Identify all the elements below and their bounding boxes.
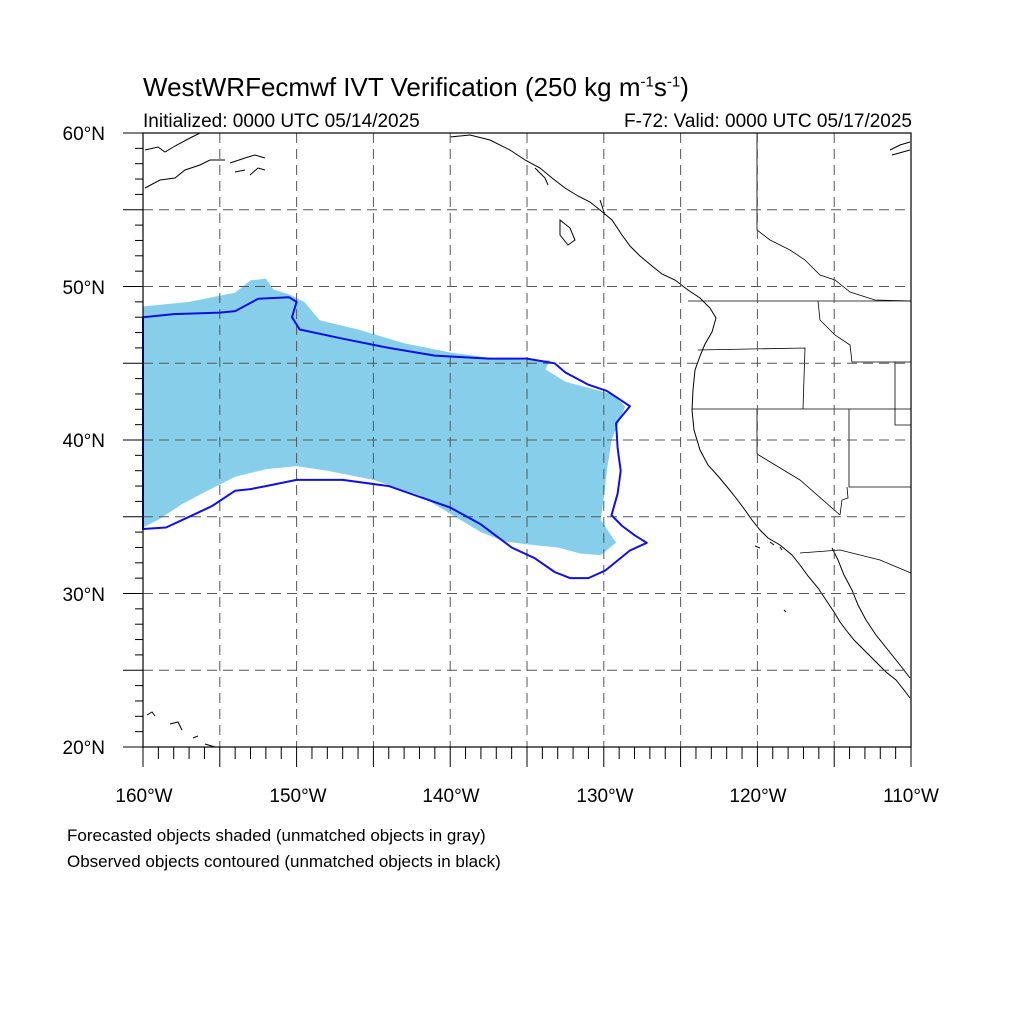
title-exp-1: -1	[640, 73, 654, 91]
title-threshold: (250 kg m	[524, 72, 641, 102]
az-border	[839, 486, 849, 516]
figure-title: WestWRFecmwf IVT Verification (250 kg m-…	[143, 72, 689, 103]
us-mexico-border	[799, 549, 912, 574]
legend-observed-note: Observed objects contoured (unmatched ob…	[67, 852, 501, 871]
observed-object-contour	[142, 296, 648, 580]
canada-us-border	[756, 133, 912, 302]
valid-time-label: F-72: Valid: 0000 UTC 05/17/2025	[624, 111, 912, 132]
lon-label-160w: 160°W	[115, 786, 173, 807]
initialized-label: Initialized: 0000 UTC 05/14/2025	[143, 111, 420, 132]
title-model: WestWRFecmwf IVT Verification	[143, 72, 518, 102]
lat-label-50n: 50°N	[62, 278, 105, 299]
lat-label-40n: 40°N	[62, 431, 105, 452]
state-borders-wy	[894, 362, 911, 426]
bc-islands	[534, 167, 606, 246]
lon-label-140w: 140°W	[422, 786, 480, 807]
lat-label-20n: 20°N	[62, 738, 105, 759]
baja-gulf-coast	[831, 547, 911, 679]
map-frame	[123, 132, 912, 767]
channel-islands	[754, 541, 787, 613]
lon-label-150w: 150°W	[269, 786, 327, 807]
lon-label-130w: 130°W	[576, 786, 634, 807]
title-close: )	[680, 72, 689, 102]
lon-label-110w: 110°W	[883, 786, 939, 807]
west-coastline	[449, 134, 911, 699]
legend-forecast-note: Forecasted objects shaded (unmatched obj…	[67, 826, 486, 845]
lat-label-30n: 30°N	[62, 585, 105, 606]
lon-label-120w: 120°W	[729, 786, 787, 807]
forecast-object-shading	[143, 278, 626, 556]
map-area	[123, 132, 912, 767]
state-borders-id	[817, 300, 911, 363]
title-unit-s: s	[653, 72, 667, 102]
lat-lon-grid	[143, 133, 911, 747]
title-exp-2: -1	[666, 73, 681, 91]
alaska-islands	[234, 167, 266, 176]
ca-nv-border	[756, 409, 841, 516]
hudson-edge	[889, 141, 911, 156]
political-borders	[688, 133, 912, 574]
state-borders-nw	[692, 347, 911, 488]
lat-label-60n: 60°N	[62, 124, 105, 145]
coastlines	[144, 132, 911, 748]
hawaii-islands	[146, 711, 216, 748]
